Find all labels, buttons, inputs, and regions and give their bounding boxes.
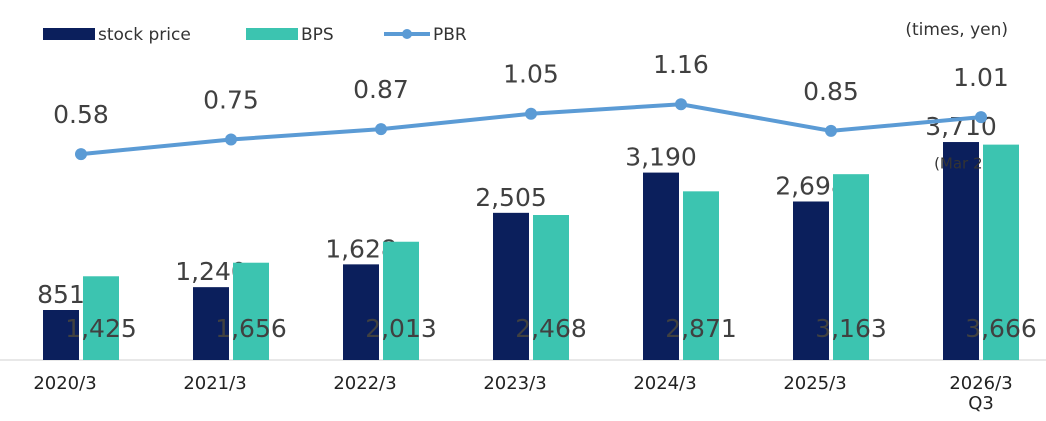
bar [983, 144, 1019, 360]
line-point [675, 98, 687, 111]
legend-swatch-dot [402, 29, 412, 39]
bar [383, 241, 419, 360]
bar [533, 215, 569, 360]
x-tick-label: 2025/3 [783, 373, 847, 394]
bar [193, 287, 229, 360]
bar [683, 191, 719, 360]
value-label: 0.75 [203, 86, 259, 115]
x-tick-label: 2022/3 [333, 373, 397, 394]
bar [83, 276, 119, 360]
value-label: 3,163 [815, 314, 887, 343]
bar [493, 212, 529, 360]
value-label: 1,656 [215, 314, 287, 343]
x-tick-label: 2020/3 [33, 373, 97, 394]
legend-label: BPS [301, 25, 334, 45]
value-label: 2,013 [365, 314, 437, 343]
bar [643, 172, 679, 360]
line-point [525, 107, 537, 120]
bar [793, 201, 829, 360]
bar [833, 174, 869, 360]
legend-label: stock price [98, 25, 191, 45]
line-point [75, 148, 87, 161]
value-label: 3,190 [625, 143, 697, 172]
line-point [825, 124, 837, 137]
value-label: 3,666 [965, 314, 1037, 343]
line-point [375, 123, 387, 136]
bar [343, 264, 379, 360]
line-point [225, 133, 237, 146]
annotation: (Mar 23) [934, 155, 998, 173]
unit-note: (times, yen) [905, 20, 1008, 40]
x-tick-label: 2023/3 [483, 373, 547, 394]
value-label: 0.58 [53, 100, 109, 129]
value-label: 2,468 [515, 314, 587, 343]
value-label: 2,871 [665, 314, 737, 343]
bar [233, 262, 269, 360]
value-label: 1.05 [503, 60, 559, 89]
bar [943, 142, 979, 360]
value-label: 0.85 [803, 77, 859, 106]
x-tick-label: 2026/3 Q3 [949, 373, 1013, 414]
value-label: 1.01 [953, 63, 1009, 92]
value-label: 2,505 [475, 183, 547, 212]
legend-swatch [43, 28, 95, 40]
line-point [975, 111, 987, 124]
value-label: 851 [37, 280, 85, 309]
value-label: 0.87 [353, 75, 409, 104]
value-label: 1.16 [653, 50, 709, 79]
x-tick-label: 2021/3 [183, 373, 247, 394]
value-label: 1,425 [65, 314, 137, 343]
legend-swatch [246, 28, 298, 40]
x-tick-label: 2024/3 [633, 373, 697, 394]
bar [43, 310, 79, 360]
legend-label: PBR [433, 25, 467, 45]
